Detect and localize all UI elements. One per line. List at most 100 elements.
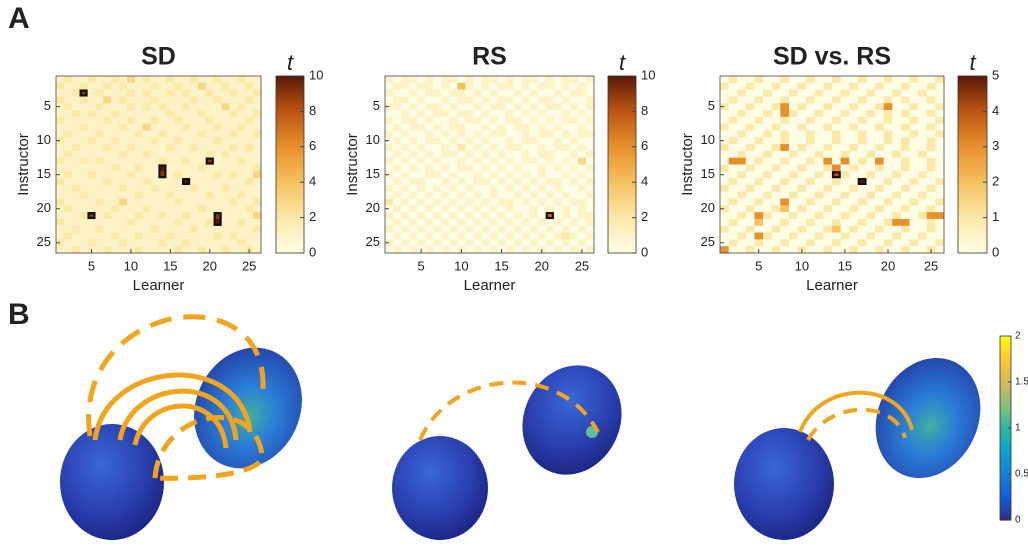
heat-cell: [780, 233, 789, 240]
heat-cell: [166, 76, 174, 83]
heat-cell: [214, 76, 222, 83]
heat-cell: [570, 110, 578, 117]
heat-cell: [737, 205, 746, 212]
heat-cell: [135, 171, 143, 178]
heat-cell: [780, 239, 789, 246]
heat-cell: [901, 205, 910, 212]
heat-cell: [815, 219, 824, 226]
heat-cell: [789, 158, 798, 165]
heat-cell: [151, 103, 159, 110]
heat-cell: [841, 130, 850, 137]
heat-cell: [253, 96, 261, 103]
heat-cell: [789, 185, 798, 192]
heat-cell: [935, 76, 944, 83]
heat-cell: [473, 212, 481, 219]
x-tick-label: 25: [575, 258, 589, 273]
heat-cell: [506, 205, 514, 212]
heat-cell: [780, 246, 789, 253]
heat-cell: [578, 233, 586, 240]
heat-cell: [198, 103, 206, 110]
heat-cell: [866, 117, 875, 124]
heat-cell: [111, 171, 119, 178]
heat-cell: [433, 137, 441, 144]
heat-cell: [754, 171, 763, 178]
heat-cell: [875, 137, 884, 144]
heat-cell: [174, 165, 182, 172]
heat-cell: [884, 103, 893, 110]
heat-cell: [465, 239, 473, 246]
heat-cell: [746, 96, 755, 103]
heat-cell: [237, 165, 245, 172]
heat-cell: [578, 178, 586, 185]
heat-cell: [80, 158, 88, 165]
heat-cell: [729, 90, 738, 97]
heat-cell: [473, 171, 481, 178]
heat-cell: [798, 199, 807, 206]
heat-cell: [206, 117, 214, 124]
heat-cell: [449, 165, 457, 172]
heat-cell: [151, 90, 159, 97]
heat-cell: [892, 205, 901, 212]
heat-cell: [570, 158, 578, 165]
colorbar-tick-label: 4: [641, 174, 648, 189]
heat-cell: [245, 151, 253, 158]
heat-cell: [401, 137, 409, 144]
heat-cell: [815, 144, 824, 151]
heat-cell: [465, 96, 473, 103]
heat-cell: [763, 144, 772, 151]
heat-cell: [143, 144, 151, 151]
heat-cell: [237, 226, 245, 233]
heat-cell: [465, 212, 473, 219]
heat-cell: [393, 110, 401, 117]
heat-cell: [198, 83, 206, 90]
heat-cell: [111, 117, 119, 124]
heat-cell: [393, 76, 401, 83]
heat-cell: [815, 137, 824, 144]
heat-cell: [578, 83, 586, 90]
heat-cell: [393, 239, 401, 246]
heat-cell: [498, 205, 506, 212]
heat-cell: [481, 178, 489, 185]
heat-cell: [166, 117, 174, 124]
heat-cell: [841, 90, 850, 97]
heat-cell: [737, 199, 746, 206]
heat-cell: [393, 226, 401, 233]
heat-cell: [522, 239, 530, 246]
heat-cell: [849, 117, 858, 124]
heat-cell: [823, 165, 832, 172]
heat-cell: [198, 226, 206, 233]
heat-cell: [546, 171, 554, 178]
heat-cell: [858, 90, 867, 97]
heat-cell: [88, 165, 96, 172]
heat-cell: [393, 165, 401, 172]
heat-cell: [481, 96, 489, 103]
heat-cell: [806, 192, 815, 199]
heat-cell: [198, 151, 206, 158]
heat-cell: [190, 124, 198, 131]
heat-cell: [546, 192, 554, 199]
heat-cell: [457, 110, 465, 117]
heat-cell: [935, 246, 944, 253]
heat-cell: [506, 76, 514, 83]
colorbar-tick-label: 0: [1015, 515, 1021, 526]
heat-cell: [815, 117, 824, 124]
heat-cell: [806, 124, 815, 131]
heat-cell: [586, 212, 594, 219]
heat-cell: [884, 192, 893, 199]
heat-cell: [892, 76, 901, 83]
heat-cell: [103, 103, 111, 110]
heat-cell: [918, 151, 927, 158]
heat-cell: [245, 137, 253, 144]
heat-cell: [578, 219, 586, 226]
heat-cell: [135, 192, 143, 199]
heat-cell: [490, 192, 498, 199]
heat-cell: [433, 144, 441, 151]
heat-cell: [746, 83, 755, 90]
heat-cell: [111, 151, 119, 158]
heat-cell: [64, 239, 72, 246]
heat-cell: [506, 192, 514, 199]
heat-cell: [729, 144, 738, 151]
heat-cell: [866, 151, 875, 158]
heat-cell: [832, 103, 841, 110]
heat-cell: [159, 110, 167, 117]
